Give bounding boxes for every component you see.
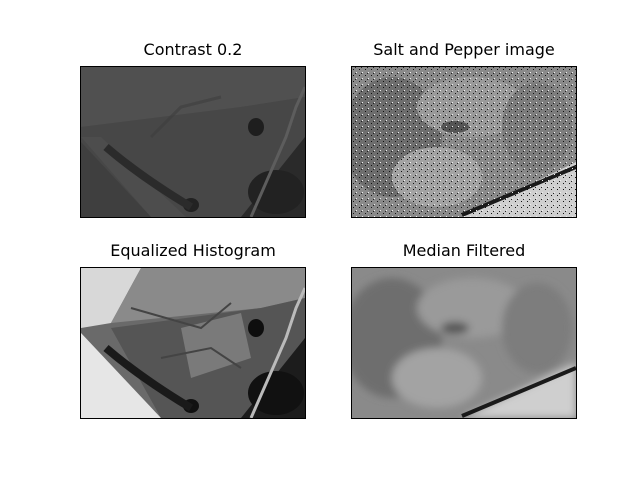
panel-title-contrast: Contrast 0.2 <box>143 40 243 59</box>
aerial-image-contrast <box>81 67 305 217</box>
image-axes-contrast <box>80 66 306 218</box>
aerial-image-salt-pepper <box>352 67 576 217</box>
panel-contrast: Contrast 0.2 <box>80 40 306 218</box>
aerial-image-median <box>352 268 576 418</box>
image-axes-equalized <box>80 267 306 419</box>
panel-equalized: Equalized Histogram <box>80 241 306 419</box>
panel-median: Median Filtered <box>351 241 577 419</box>
aerial-image-equalized <box>81 268 305 418</box>
panel-salt-pepper: Salt and Pepper image <box>351 40 577 218</box>
panel-title-median: Median Filtered <box>402 241 526 260</box>
panel-title-equalized: Equalized Histogram <box>110 241 276 260</box>
image-axes-salt-pepper <box>351 66 577 218</box>
image-axes-median <box>351 267 577 419</box>
panel-title-salt-pepper: Salt and Pepper image <box>373 40 555 59</box>
